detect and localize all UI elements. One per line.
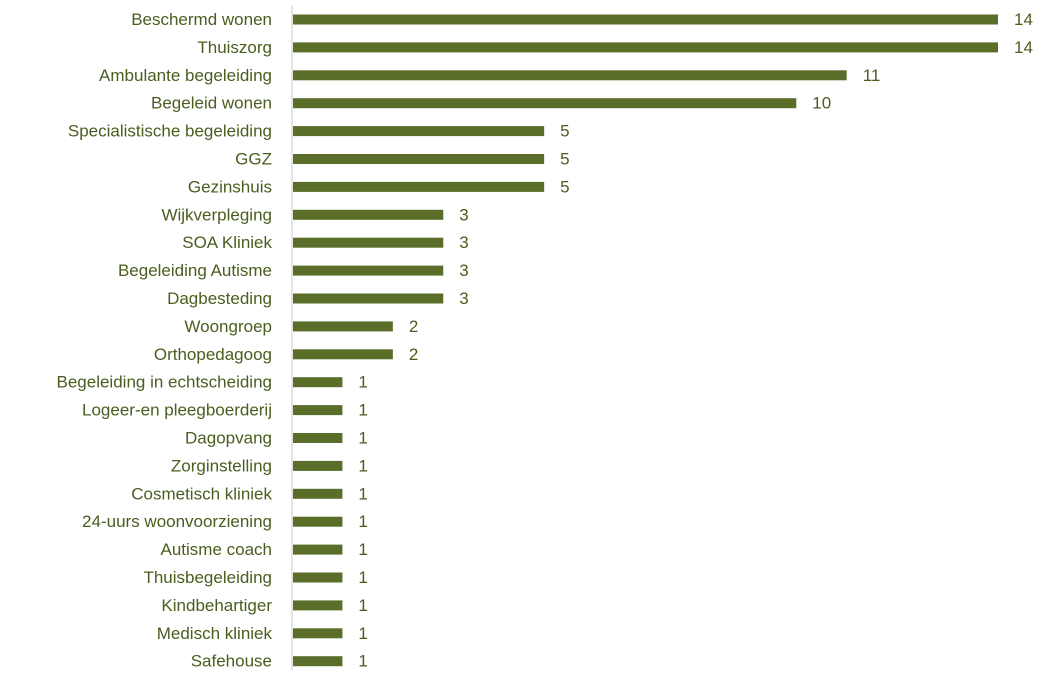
data-label: 2 (409, 317, 418, 336)
bar (293, 572, 343, 583)
bar (293, 377, 343, 388)
data-label: 3 (459, 205, 468, 224)
category-label: Dagbesteding (167, 289, 272, 308)
bar (293, 460, 343, 471)
bar (293, 656, 343, 667)
bar (293, 544, 343, 555)
data-label: 1 (358, 624, 367, 643)
bar (293, 628, 343, 639)
data-label: 1 (358, 540, 367, 559)
bar (293, 321, 393, 332)
category-label: Begeleiding in echtscheiding (57, 373, 273, 392)
category-label: SOA Kliniek (182, 233, 272, 252)
data-label: 1 (358, 652, 367, 671)
data-label: 5 (560, 150, 569, 169)
bar (293, 126, 545, 137)
bar (293, 14, 998, 25)
bar (293, 516, 343, 527)
category-label: Ambulante begeleiding (99, 66, 272, 85)
bar (293, 70, 847, 81)
data-label: 1 (358, 568, 367, 587)
category-label: Logeer-en pleegboerderij (82, 401, 272, 420)
bar (293, 181, 545, 192)
bar (293, 488, 343, 499)
data-label: 3 (459, 233, 468, 252)
data-label: 14 (1014, 38, 1033, 57)
category-label: Zorginstelling (171, 456, 272, 475)
category-label: Kindbehartiger (161, 596, 272, 615)
category-label: Begeleiding Autisme (118, 261, 272, 280)
category-label: Orthopedagoog (154, 345, 272, 364)
data-label: 10 (812, 94, 831, 113)
data-label: 5 (560, 122, 569, 141)
data-label: 1 (358, 401, 367, 420)
category-label: Wijkverpleging (161, 205, 272, 224)
data-label: 1 (358, 429, 367, 448)
bar (293, 209, 444, 220)
category-label: Thuisbegeleiding (143, 568, 272, 587)
category-label: Medisch kliniek (157, 624, 273, 643)
category-label: GGZ (235, 150, 272, 169)
category-labels-group: Beschermd wonen Thuiszorg Ambulante begele… (57, 10, 273, 671)
data-label: 3 (459, 289, 468, 308)
bar (293, 265, 444, 276)
category-label: Cosmetisch kliniek (131, 484, 272, 503)
bar (293, 349, 393, 360)
data-label: 11 (863, 66, 881, 85)
bar (293, 405, 343, 416)
bar (293, 237, 444, 248)
bar (293, 600, 343, 611)
bar (293, 154, 545, 164)
category-label: Begeleid wonen (151, 94, 272, 113)
data-label: 3 (459, 261, 468, 280)
category-label: 24-uurs woonvoorziening (82, 512, 272, 531)
data-label: 1 (358, 456, 367, 475)
category-label: Autisme coach (161, 540, 273, 559)
data-label: 14 (1014, 10, 1033, 29)
data-label: 1 (358, 484, 367, 503)
category-label: Gezinshuis (188, 177, 272, 196)
category-label: Specialistische begeleiding (68, 122, 272, 141)
data-label: 1 (358, 512, 367, 531)
category-label: Dagopvang (185, 429, 272, 448)
category-label: Thuiszorg (197, 38, 272, 57)
data-label: 1 (358, 596, 367, 615)
bar (293, 98, 797, 109)
data-label: 2 (409, 345, 418, 364)
category-label: Woongroep (184, 317, 272, 336)
bar (293, 293, 444, 304)
data-label: 1 (358, 373, 367, 392)
bar (293, 42, 998, 53)
category-label: Beschermd wonen (131, 10, 272, 29)
bar (293, 433, 343, 443)
category-label: Safehouse (191, 652, 272, 671)
data-label: 5 (560, 177, 569, 196)
bars-group (293, 14, 998, 667)
